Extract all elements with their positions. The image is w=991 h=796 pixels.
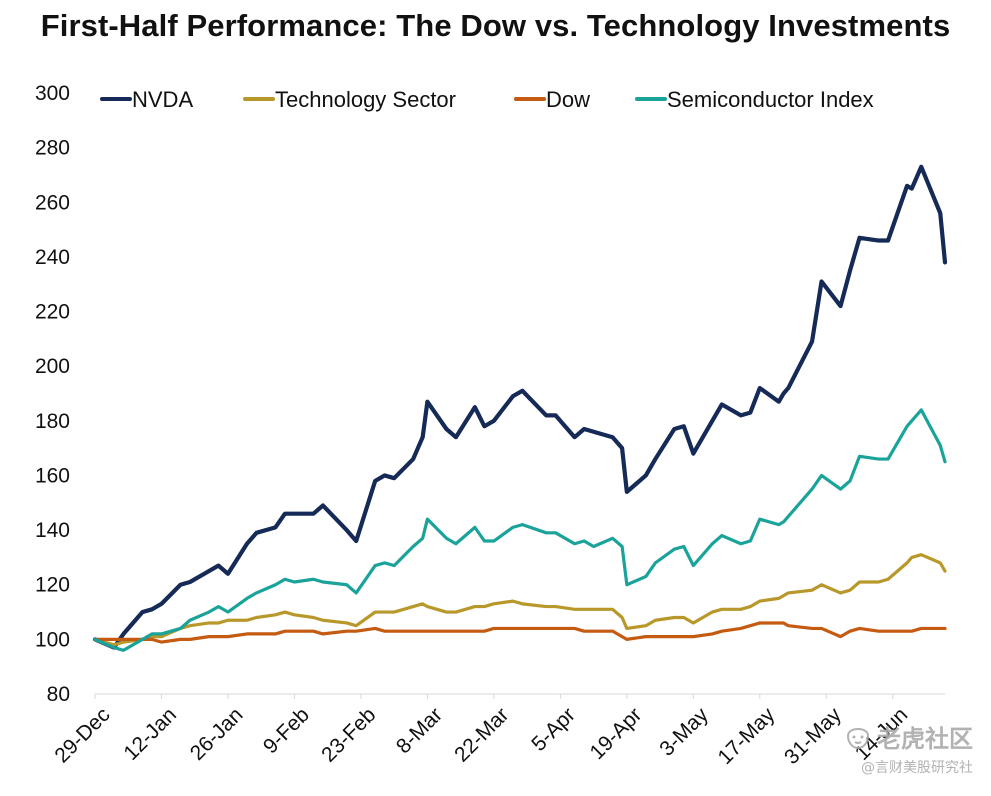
legend-label: Semiconductor Index — [667, 87, 874, 112]
legend-label: Technology Sector — [275, 87, 456, 112]
y-tick-label: 240 — [35, 246, 70, 269]
x-tick-label: 12-Jan — [119, 703, 181, 765]
legend-label: Dow — [546, 87, 590, 112]
series-line — [93, 553, 947, 647]
tiger-logo-icon — [846, 727, 870, 750]
watermark-top-text: 老虎社区 — [877, 725, 973, 753]
x-tick-label: 17-May — [714, 703, 780, 769]
watermark-subtext: @言财美股研究社 — [861, 760, 973, 776]
legend-label: NVDA — [132, 87, 193, 112]
x-tick-label: 5-Apr — [527, 703, 580, 756]
y-tick-label: 180 — [35, 410, 70, 433]
y-tick-label: 140 — [35, 519, 70, 542]
y-tick-label: 280 — [35, 137, 70, 160]
series-line — [92, 164, 948, 650]
y-tick-label: 200 — [35, 355, 70, 378]
y-tick-label: 300 — [35, 82, 70, 105]
chart-title: First-Half Performance: The Dow vs. Tech… — [40, 8, 951, 43]
y-tick-label: 120 — [35, 574, 70, 597]
x-tick-label: 29-Dec — [50, 703, 114, 767]
x-tick-label: 23-Feb — [317, 703, 380, 766]
series-line — [93, 408, 947, 652]
x-tick-label: 9-Feb — [259, 703, 314, 758]
x-tick-label: 31-May — [780, 703, 846, 769]
y-tick-label: 80 — [47, 683, 70, 706]
y-tick-label: 160 — [35, 464, 70, 487]
y-tick-label: 220 — [35, 301, 70, 324]
series-line — [93, 621, 947, 644]
y-tick-label: 260 — [35, 191, 70, 214]
x-tick-label: 3-May — [655, 703, 713, 761]
y-tick-label: 100 — [35, 628, 70, 651]
x-tick-label: 8-Mar — [392, 703, 447, 758]
x-tick-label: 22-Mar — [450, 703, 513, 766]
x-tick-label: 19-Apr — [586, 703, 647, 764]
x-tick-label: 26-Jan — [186, 703, 248, 765]
watermark: 老虎社区 @言财美股研究社 — [845, 726, 973, 778]
